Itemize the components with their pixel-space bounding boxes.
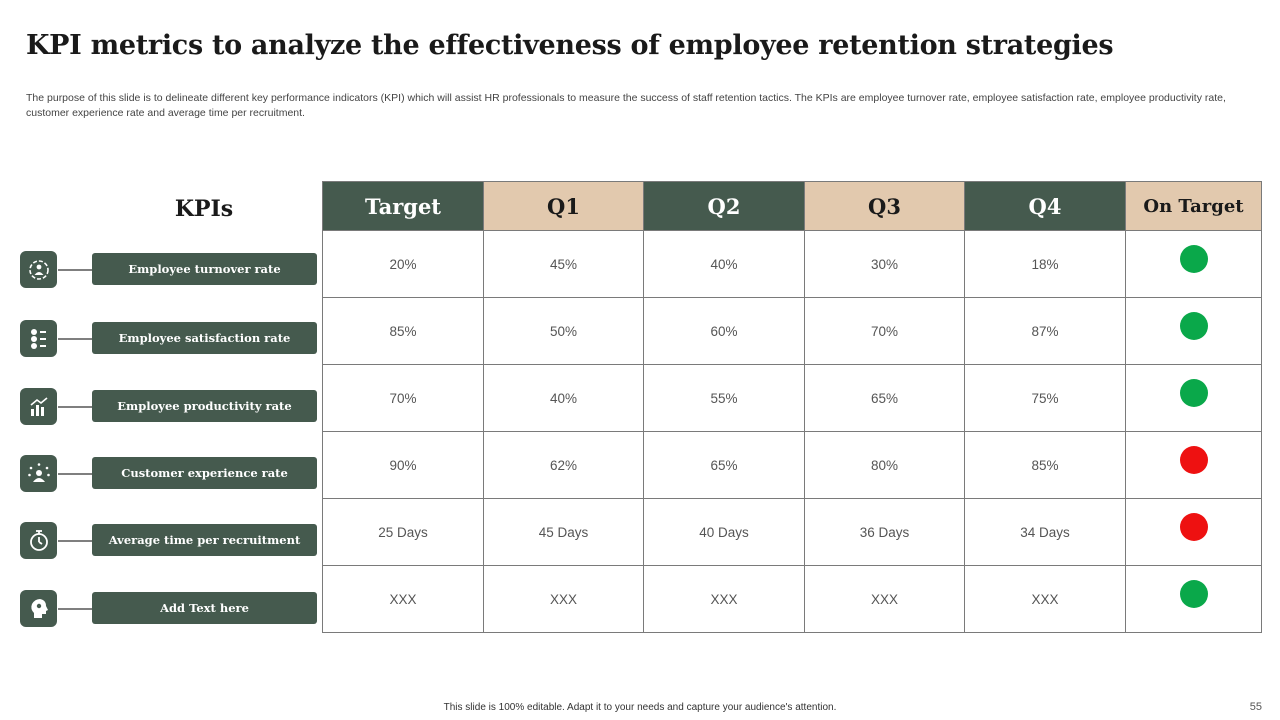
table-header-row: Target Q1 Q2 Q3 Q4 On Target bbox=[322, 181, 1262, 231]
table-cell: 30% bbox=[804, 230, 965, 298]
table-cell: 62% bbox=[483, 431, 644, 499]
table-cell: 25 Days bbox=[322, 498, 484, 566]
table-cell: 70% bbox=[322, 364, 484, 432]
table-cell: XXX bbox=[964, 565, 1126, 633]
table-cell: 34 Days bbox=[964, 498, 1126, 566]
kpi-label: Add Text here bbox=[92, 592, 317, 624]
table-cell: 18% bbox=[964, 230, 1126, 298]
slide-description: The purpose of this slide is to delineat… bbox=[26, 92, 1226, 119]
status-indicator bbox=[1179, 513, 1208, 541]
emoji-faces-icon bbox=[20, 320, 57, 357]
table-cell: 65% bbox=[643, 431, 805, 499]
table-cell: 45 Days bbox=[483, 498, 644, 566]
kpi-item-recruitment-time: Average time per recruitment bbox=[20, 522, 320, 560]
header-target: Target bbox=[322, 181, 484, 231]
table-cell: 40% bbox=[483, 364, 644, 432]
status-indicator bbox=[1179, 580, 1208, 608]
table-cell: 45% bbox=[483, 230, 644, 298]
status-cell bbox=[1125, 297, 1262, 365]
kpi-item-turnover: Employee turnover rate bbox=[20, 251, 320, 289]
status-cell bbox=[1125, 565, 1262, 633]
table-cell: 40 Days bbox=[643, 498, 805, 566]
status-indicator bbox=[1179, 379, 1208, 407]
kpi-label: Customer experience rate bbox=[92, 457, 317, 489]
status-indicator bbox=[1179, 446, 1208, 474]
table-cell: XXX bbox=[483, 565, 644, 633]
header-q2: Q2 bbox=[643, 181, 805, 231]
table-cell: 85% bbox=[322, 297, 484, 365]
table-cell: 75% bbox=[964, 364, 1126, 432]
header-on-target: On Target bbox=[1125, 181, 1262, 231]
header-q1: Q1 bbox=[483, 181, 644, 231]
table-cell: 90% bbox=[322, 431, 484, 499]
status-indicator bbox=[1179, 312, 1208, 340]
table-cell: 55% bbox=[643, 364, 805, 432]
people-cycle-icon bbox=[20, 251, 57, 288]
page-number: 55 bbox=[1249, 701, 1262, 713]
table-cell: XXX bbox=[322, 565, 484, 633]
header-q3: Q3 bbox=[804, 181, 965, 231]
status-cell bbox=[1125, 230, 1262, 298]
status-cell bbox=[1125, 431, 1262, 499]
table-row: 85% 50% 60% 70% 87% bbox=[322, 297, 1262, 365]
kpi-item-productivity: Employee productivity rate bbox=[20, 388, 320, 426]
status-indicator bbox=[1179, 245, 1208, 273]
table-cell: 85% bbox=[964, 431, 1126, 499]
table-cell: XXX bbox=[804, 565, 965, 633]
table-row: 70% 40% 55% 65% 75% bbox=[322, 364, 1262, 432]
kpi-item-add-text: Add Text here bbox=[20, 590, 320, 628]
kpi-item-customer-experience: Customer experience rate bbox=[20, 455, 320, 493]
table-cell: XXX bbox=[643, 565, 805, 633]
table-cell: 40% bbox=[643, 230, 805, 298]
kpi-label: Average time per recruitment bbox=[92, 524, 317, 556]
page-title: KPI metrics to analyze the effectiveness… bbox=[26, 30, 1114, 61]
table-cell: 87% bbox=[964, 297, 1126, 365]
growth-chart-icon bbox=[20, 388, 57, 425]
table-row: 20% 45% 40% 30% 18% bbox=[322, 230, 1262, 298]
kpi-item-satisfaction: Employee satisfaction rate bbox=[20, 320, 320, 358]
customer-stars-icon bbox=[20, 455, 57, 492]
kpi-table: Target Q1 Q2 Q3 Q4 On Target 20% 45% 40%… bbox=[322, 181, 1262, 633]
table-cell: 70% bbox=[804, 297, 965, 365]
table-row: 90% 62% 65% 80% 85% bbox=[322, 431, 1262, 499]
footer-note: This slide is 100% editable. Adapt it to… bbox=[443, 702, 837, 713]
table-cell: 50% bbox=[483, 297, 644, 365]
table-cell: 60% bbox=[643, 297, 805, 365]
table-cell: 80% bbox=[804, 431, 965, 499]
kpi-label: Employee productivity rate bbox=[92, 390, 317, 422]
stopwatch-icon bbox=[20, 522, 57, 559]
status-cell bbox=[1125, 498, 1262, 566]
kpi-label: Employee satisfaction rate bbox=[92, 322, 317, 354]
header-q4: Q4 bbox=[964, 181, 1126, 231]
status-cell bbox=[1125, 364, 1262, 432]
kpis-heading: KPIs bbox=[174, 196, 234, 222]
table-cell: 65% bbox=[804, 364, 965, 432]
table-row: XXX XXX XXX XXX XXX bbox=[322, 565, 1262, 633]
head-idea-icon bbox=[20, 590, 57, 627]
table-cell: 36 Days bbox=[804, 498, 965, 566]
table-row: 25 Days 45 Days 40 Days 36 Days 34 Days bbox=[322, 498, 1262, 566]
kpi-label: Employee turnover rate bbox=[92, 253, 317, 285]
table-cell: 20% bbox=[322, 230, 484, 298]
